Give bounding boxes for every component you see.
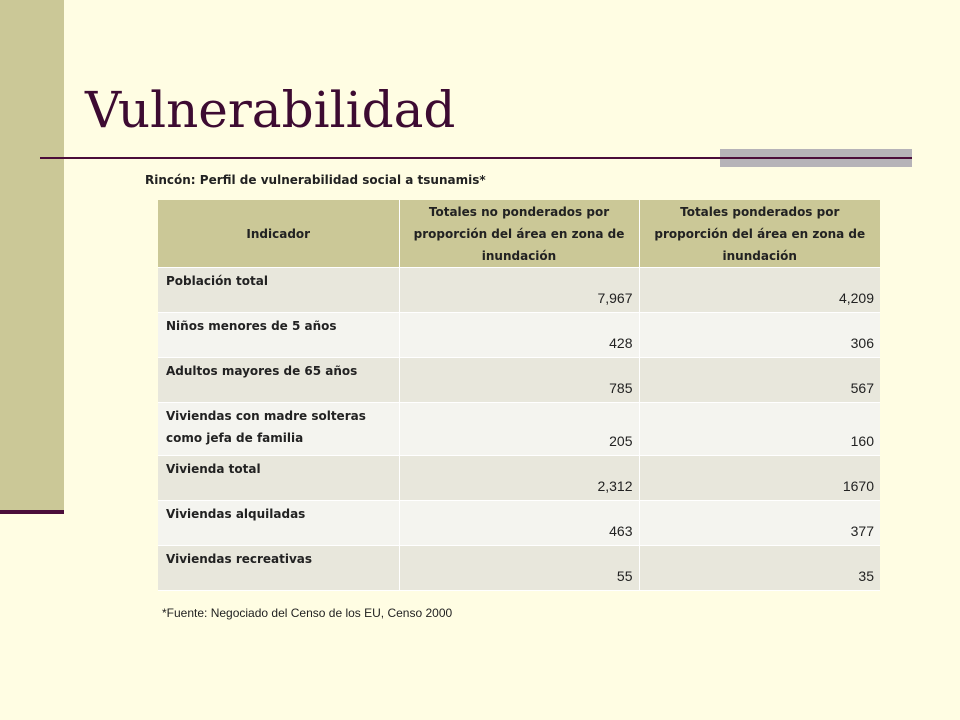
weighted-cell: 1670	[639, 455, 880, 501]
unweighted-cell: 55	[399, 545, 640, 591]
slide-title: Vulnerabilidad	[85, 81, 456, 139]
source-footnote: *Fuente: Negociado del Censo de los EU, …	[162, 606, 453, 620]
indicator-cell: Adultos mayores de 65 años	[158, 357, 400, 403]
unweighted-cell: 785	[399, 357, 640, 403]
left-accent-bar-base	[0, 510, 64, 514]
indicator-cell: Viviendas alquiladas	[158, 500, 400, 546]
indicator-cell: Población total	[158, 267, 400, 313]
table-row: Viviendas recreativas 55 35	[158, 545, 880, 591]
weighted-cell: 35	[639, 545, 880, 591]
weighted-cell: 4,209	[639, 267, 880, 313]
indicator-cell: Viviendas con madre solteras como jefa d…	[158, 402, 400, 456]
unweighted-cell: 2,312	[399, 455, 640, 501]
header-indicator: Indicador	[158, 200, 400, 268]
unweighted-cell: 463	[399, 500, 640, 546]
weighted-cell: 567	[639, 357, 880, 403]
header-weighted-totals: Totales ponderados por proporción del ár…	[639, 200, 880, 268]
table-row: Niños menores de 5 años 428 306	[158, 312, 880, 358]
vulnerability-table: Indicador Totales no ponderados por prop…	[158, 200, 880, 591]
unweighted-cell: 205	[399, 402, 640, 456]
unweighted-cell: 428	[399, 312, 640, 358]
table-header-row: Indicador Totales no ponderados por prop…	[158, 200, 880, 268]
indicator-cell: Niños menores de 5 años	[158, 312, 400, 358]
title-underline-accent-line	[720, 157, 912, 159]
table-row: Población total 7,967 4,209	[158, 267, 880, 313]
unweighted-cell: 7,967	[399, 267, 640, 313]
table-row: Viviendas con madre solteras como jefa d…	[158, 402, 880, 456]
left-accent-bar	[0, 0, 64, 512]
weighted-cell: 160	[639, 402, 880, 456]
table-caption: Rincón: Perfil de vulnerabilidad social …	[145, 173, 486, 187]
header-unweighted-totals: Totales no ponderados por proporción del…	[399, 200, 640, 268]
table-row: Adultos mayores de 65 años 785 567	[158, 357, 880, 403]
title-underline	[40, 157, 912, 159]
weighted-cell: 377	[639, 500, 880, 546]
weighted-cell: 306	[639, 312, 880, 358]
indicator-cell: Vivienda total	[158, 455, 400, 501]
table-row: Vivienda total 2,312 1670	[158, 455, 880, 501]
indicator-cell: Viviendas recreativas	[158, 545, 400, 591]
table-row: Viviendas alquiladas 463 377	[158, 500, 880, 546]
